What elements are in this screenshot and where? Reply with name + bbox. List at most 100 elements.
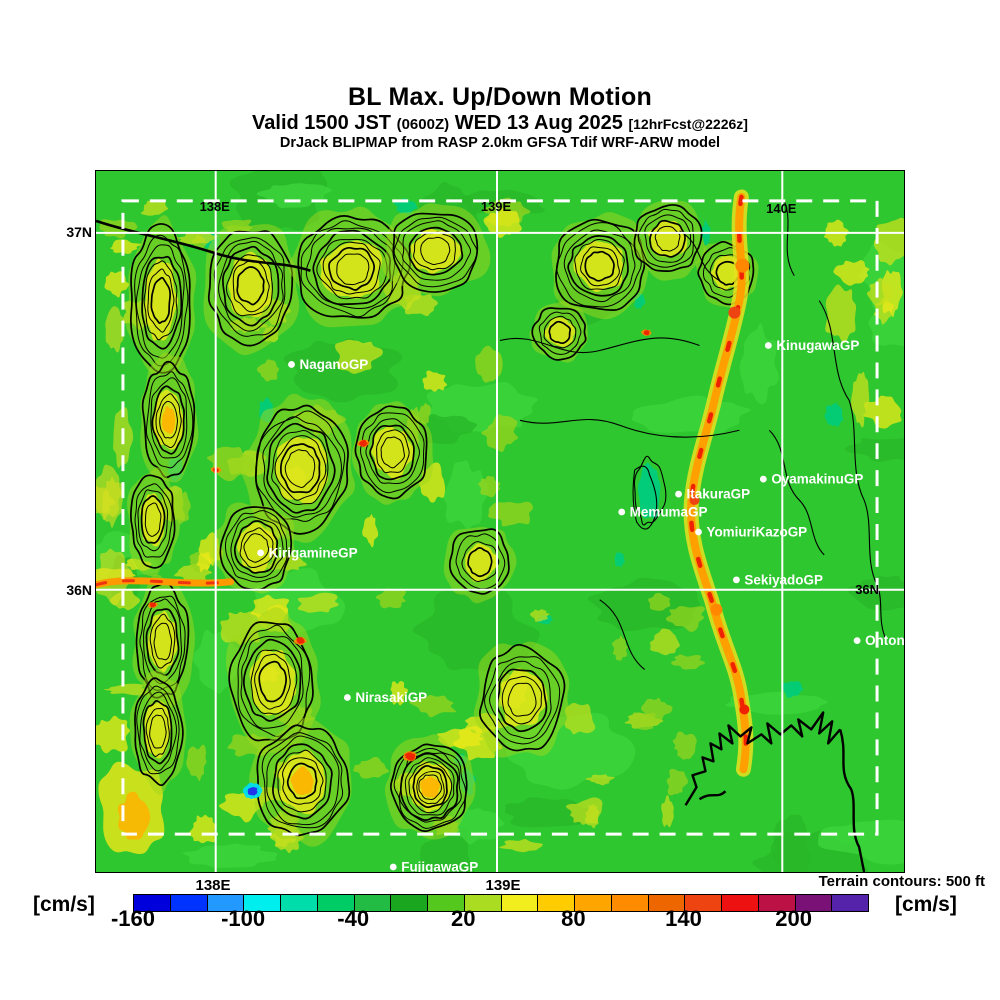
terrain-shape bbox=[360, 412, 425, 494]
terrain-shape bbox=[243, 533, 270, 563]
terrain-shape bbox=[266, 735, 340, 826]
terrain-shape bbox=[824, 402, 844, 427]
terrain-shape bbox=[336, 253, 370, 286]
site-label[interactable]: NirasakiGP bbox=[355, 690, 427, 705]
terrain-shape bbox=[375, 588, 406, 609]
colorbar-segment bbox=[757, 895, 795, 911]
terrain-shape bbox=[780, 681, 804, 698]
site-label[interactable]: KinugawaGP bbox=[776, 338, 859, 353]
site-marker-dot[interactable] bbox=[695, 528, 702, 536]
terrain-shape bbox=[218, 240, 284, 332]
colorbar-segment bbox=[574, 895, 611, 911]
terrain-shape bbox=[207, 230, 294, 347]
terrain-shape bbox=[648, 592, 671, 611]
colorbar-segment bbox=[427, 895, 464, 911]
terrain-shape bbox=[145, 371, 194, 469]
valid-line: Valid 1500 JST (0600Z) WED 13 Aug 2025 [… bbox=[0, 112, 1000, 134]
terrain-shape bbox=[147, 610, 178, 673]
terrain-shape bbox=[649, 219, 686, 258]
terrain-shape bbox=[390, 681, 408, 706]
site-marker-dot[interactable] bbox=[618, 508, 626, 516]
axis-label-37n: 37N bbox=[66, 224, 92, 240]
terrain-shape bbox=[614, 552, 625, 568]
site-label[interactable]: SekiyadoGP bbox=[744, 572, 823, 587]
terrain-shape bbox=[145, 608, 180, 676]
site-label[interactable]: NaganoGP bbox=[299, 357, 368, 372]
colorbar-segment bbox=[537, 895, 574, 911]
page-title: BL Max. Up/Down Motion bbox=[348, 83, 652, 111]
terrain-shape bbox=[404, 757, 455, 816]
terrain-shape bbox=[358, 439, 368, 447]
site-marker-dot[interactable] bbox=[853, 637, 861, 645]
axis-label-36n-right: 36N bbox=[855, 582, 879, 597]
terrain-shape bbox=[105, 306, 125, 353]
site-marker-dot[interactable] bbox=[759, 475, 767, 483]
lat-lon-grid bbox=[96, 171, 904, 872]
terrain-shape bbox=[144, 502, 162, 537]
header: BL Max. Up/Down Motion Valid 1500 JST (0… bbox=[0, 83, 1000, 152]
site-marker-dot[interactable] bbox=[257, 549, 264, 557]
forecast-map[interactable]: 138E 139E 140E 36N NaganoGP KinugawaGP Oyamak… bbox=[95, 170, 905, 873]
terrain-shape bbox=[139, 595, 186, 691]
terrain-shape bbox=[143, 598, 183, 685]
terrain-shape bbox=[529, 609, 550, 622]
terrain-shape bbox=[475, 345, 503, 383]
terrain-shape bbox=[833, 260, 870, 286]
terrain-shape bbox=[538, 311, 582, 355]
colorbar-unit-left: [cm/s] bbox=[33, 893, 95, 916]
terrain-shape bbox=[413, 231, 456, 271]
colorbar-unit-right: [cm/s] bbox=[895, 893, 957, 916]
site-label[interactable]: YomiuriKazoGP bbox=[706, 524, 807, 539]
colorbar-segment bbox=[206, 895, 244, 911]
terrain-shape bbox=[266, 422, 336, 514]
site-label[interactable]: ItakuraGP bbox=[687, 487, 751, 502]
site-label[interactable]: Ohtone bbox=[865, 633, 905, 648]
terrain-shape bbox=[643, 330, 650, 336]
terrain-shape bbox=[240, 635, 304, 729]
terrain-shape bbox=[654, 225, 681, 252]
terrain-shape bbox=[225, 254, 273, 317]
terrain-shape bbox=[239, 527, 275, 568]
terrain-shape bbox=[254, 653, 291, 710]
site-marker-dot[interactable] bbox=[288, 361, 295, 368]
colorbar-tick: 20 bbox=[451, 906, 476, 931]
terrain-shape bbox=[141, 255, 183, 350]
terrain-shape bbox=[328, 246, 375, 291]
terrain-shape bbox=[399, 752, 459, 821]
site-label[interactable]: KirigamineGP bbox=[269, 545, 358, 560]
terrain-shape bbox=[143, 260, 178, 341]
terrain-shape bbox=[556, 222, 642, 308]
site-marker-dot[interactable] bbox=[675, 490, 682, 498]
terrain-shading-layer bbox=[96, 171, 904, 872]
site-marker-dot[interactable] bbox=[343, 694, 351, 701]
site-marker-dot[interactable] bbox=[389, 863, 397, 871]
site-label[interactable]: FujigawaGP bbox=[401, 860, 478, 873]
terrain-shape bbox=[297, 592, 339, 613]
terrain-shape bbox=[255, 410, 346, 522]
axis-label-139e-bottom: 139E bbox=[485, 877, 521, 894]
terrain-shape bbox=[142, 700, 173, 765]
valid-prefix: Valid 1500 JST bbox=[252, 112, 392, 134]
terrain-shape bbox=[499, 838, 543, 853]
site-label[interactable]: MemumaGP bbox=[630, 505, 708, 520]
terrain-shape bbox=[134, 483, 173, 558]
site-marker-dot[interactable] bbox=[733, 576, 740, 584]
colorbar-segment bbox=[243, 895, 280, 911]
terrain-shape bbox=[236, 522, 278, 574]
colorbar-tick: -100 bbox=[221, 906, 266, 931]
site-marker-dot[interactable] bbox=[764, 342, 772, 349]
colorbar-tick-labels: -160 -100 -40 20 80 140 200 bbox=[111, 906, 867, 932]
terrain-shape bbox=[224, 510, 288, 583]
terrain-shape bbox=[250, 649, 298, 715]
terrain-shape bbox=[290, 766, 314, 796]
terrain-shape bbox=[873, 217, 904, 266]
terrain-shape bbox=[137, 489, 169, 552]
site-label[interactable]: OyamakinuGP bbox=[771, 472, 863, 487]
terrain-shape bbox=[96, 715, 131, 754]
terrain-shape bbox=[130, 474, 176, 569]
terrain-shape bbox=[376, 429, 410, 474]
terrain-shape bbox=[661, 795, 674, 828]
terrain-shape bbox=[844, 437, 904, 462]
terrain-shape bbox=[555, 218, 646, 311]
